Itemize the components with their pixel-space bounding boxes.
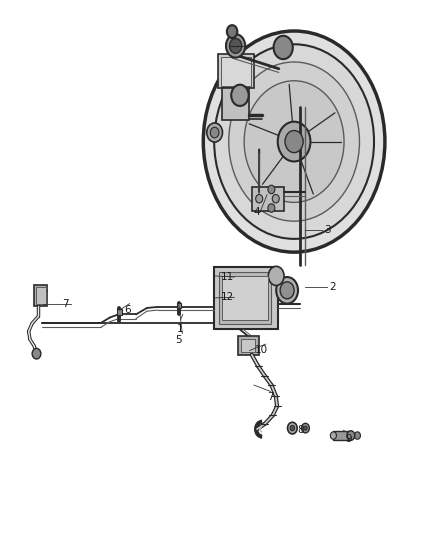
Bar: [332, 431, 350, 440]
Circle shape: [272, 195, 279, 203]
Circle shape: [231, 85, 249, 106]
Circle shape: [278, 122, 311, 161]
Circle shape: [354, 432, 360, 439]
Circle shape: [244, 81, 344, 203]
Circle shape: [214, 44, 374, 239]
Circle shape: [203, 31, 385, 252]
Bar: [241, 339, 255, 352]
Circle shape: [274, 36, 293, 59]
Bar: [214, 266, 279, 329]
Circle shape: [276, 277, 298, 304]
Text: 6: 6: [124, 305, 131, 315]
Circle shape: [290, 425, 294, 431]
Bar: [34, 285, 47, 306]
Text: 7: 7: [62, 298, 69, 309]
Text: 1: 1: [177, 324, 184, 334]
Circle shape: [304, 426, 307, 430]
Bar: [218, 54, 254, 88]
Text: 5: 5: [176, 335, 182, 345]
Text: 9: 9: [346, 434, 353, 444]
Circle shape: [207, 123, 223, 142]
Bar: [221, 56, 251, 86]
Circle shape: [268, 185, 275, 193]
Text: 12: 12: [221, 292, 234, 302]
Bar: [177, 303, 181, 308]
Bar: [238, 336, 259, 355]
Circle shape: [229, 62, 360, 221]
Circle shape: [226, 34, 245, 58]
Circle shape: [230, 38, 242, 53]
Text: 3: 3: [324, 225, 331, 236]
Text: 4: 4: [253, 207, 260, 217]
Circle shape: [285, 131, 303, 152]
Bar: [35, 287, 46, 304]
Circle shape: [32, 349, 41, 359]
Circle shape: [256, 195, 263, 203]
Bar: [117, 309, 122, 316]
Circle shape: [268, 266, 284, 286]
Bar: [223, 276, 268, 320]
Circle shape: [330, 432, 336, 439]
Bar: [219, 272, 272, 324]
Circle shape: [288, 422, 297, 434]
Text: 2: 2: [329, 282, 336, 292]
Circle shape: [268, 204, 275, 212]
Circle shape: [227, 25, 237, 38]
Text: 8: 8: [297, 425, 304, 435]
Circle shape: [301, 423, 309, 433]
Circle shape: [210, 127, 219, 138]
Text: 10: 10: [255, 345, 268, 356]
Bar: [252, 187, 285, 211]
Circle shape: [280, 282, 294, 299]
Circle shape: [347, 431, 355, 440]
Bar: [223, 88, 249, 120]
Text: 11: 11: [221, 272, 234, 282]
Text: 7: 7: [267, 392, 274, 402]
